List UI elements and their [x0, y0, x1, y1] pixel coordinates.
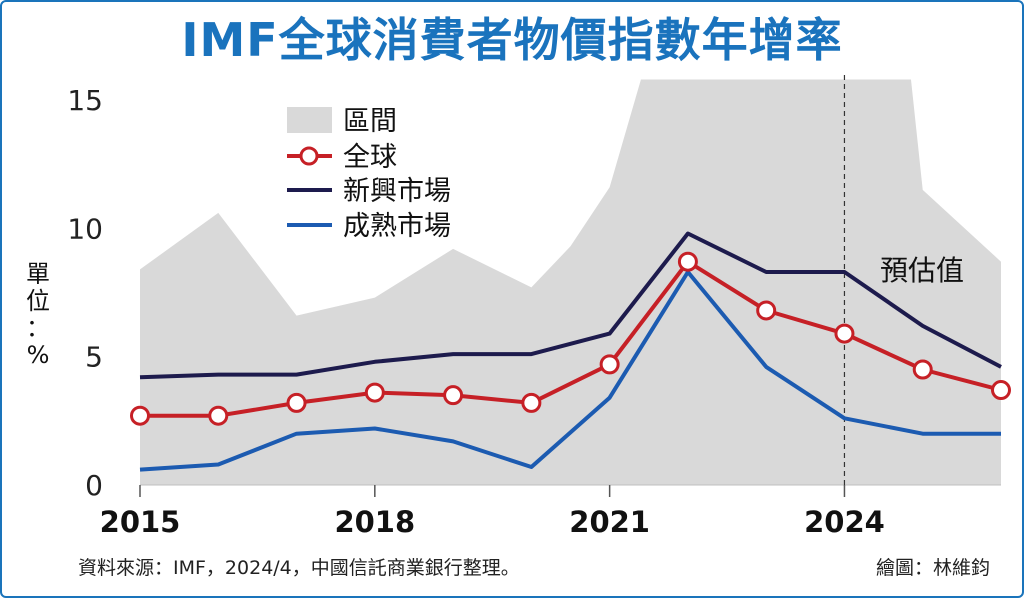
legend-swatch-band [287, 107, 332, 133]
data-point-全球 [443, 385, 464, 406]
legend-label-成熟市場: 成熟市場 [343, 211, 451, 242]
y-axis-label-char: % [27, 341, 50, 369]
data-point-全球 [364, 382, 385, 403]
data-point-全球 [991, 380, 1011, 401]
series-line-全球 [140, 259, 1002, 418]
data-point-全球 [208, 405, 229, 426]
series-line-新興市場 [139, 231, 1002, 380]
data-point-全球 [756, 300, 777, 321]
legend-label-band: 區間 [343, 106, 397, 137]
x-tick-label: 2015 [100, 505, 181, 539]
series-layer [130, 231, 1011, 472]
axis-layer [139, 75, 1001, 497]
chart-title: IMF全球消費者物價指數年增率 [181, 13, 843, 67]
data-point-全球 [834, 323, 855, 344]
tick-labels: 0 5 10 15 2015 2018 2021 2024 單位：% 預估值 [26, 84, 964, 539]
y-tick-label: 0 [85, 469, 103, 502]
data-point-全球 [677, 251, 698, 272]
x-tick-label: 2021 [569, 505, 650, 539]
source-note: 資料來源：IMF，2024/4，中國信託商業銀行整理。 [78, 557, 520, 579]
credit-note: 繪圖：林維鈞 [875, 557, 990, 579]
data-point-全球 [521, 392, 542, 413]
y-tick-label: 5 [85, 341, 103, 374]
data-point-全球 [912, 359, 933, 380]
x-tick-label: 2024 [804, 505, 885, 539]
data-point-全球 [599, 354, 620, 375]
y-axis-label-char: 位 [26, 287, 50, 315]
range-band-layer [140, 79, 1001, 485]
y-tick-label: 15 [67, 84, 103, 117]
y-axis-label-char: ： [26, 314, 50, 342]
x-tick-label: 2018 [334, 505, 415, 539]
series-line-成熟市場 [139, 270, 1001, 472]
forecast-label: 預估值 [880, 254, 964, 287]
legend-label-全球: 全球 [343, 142, 397, 173]
legend-marker-全球 [299, 146, 319, 166]
y-axis-label-char: 單 [26, 260, 50, 288]
legend-label-新興市場: 新興市場 [343, 176, 451, 207]
data-point-全球 [130, 405, 150, 426]
y-tick-label: 10 [67, 212, 103, 245]
range-band-area [140, 79, 1001, 485]
data-point-全球 [286, 392, 307, 413]
